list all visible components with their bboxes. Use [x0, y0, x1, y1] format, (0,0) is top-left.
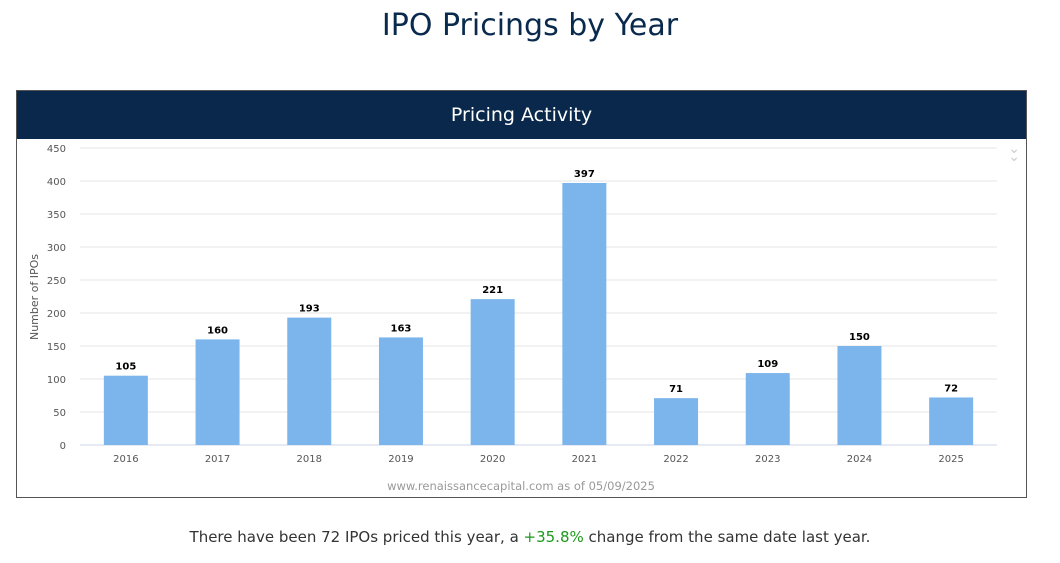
y-tick-label: 150 [47, 342, 66, 353]
x-tick-label: 2019 [388, 454, 413, 465]
bar-2022[interactable] [654, 398, 699, 445]
x-tick-label: 2021 [572, 454, 597, 465]
bar-2021[interactable] [562, 182, 607, 446]
data-label: 72 [944, 383, 958, 394]
data-label: 163 [391, 323, 412, 334]
data-label: 160 [207, 325, 228, 336]
x-tick-label: 2025 [938, 454, 963, 465]
y-tick-label: 100 [47, 375, 66, 386]
data-label: 221 [482, 285, 503, 296]
bar-2025[interactable] [929, 397, 974, 445]
bar-2017[interactable] [195, 339, 240, 445]
x-tick-label: 2016 [113, 454, 138, 465]
x-tick-label: 2020 [480, 454, 505, 465]
chart-credit[interactable]: www.renaissancecapital.com as of 05/09/2… [387, 479, 655, 493]
y-tick-label: 0 [60, 441, 66, 452]
y-axis-label: Number of IPOs [28, 254, 41, 340]
x-tick-label: 2017 [205, 454, 230, 465]
data-label: 71 [669, 384, 683, 395]
data-label: 150 [849, 332, 870, 343]
x-tick-label: 2024 [847, 454, 872, 465]
y-tick-label: 450 [47, 144, 66, 155]
y-tick-label: 200 [47, 309, 66, 320]
x-tick-label: 2018 [297, 454, 322, 465]
summary-text: There have been 72 IPOs priced this year… [0, 528, 1060, 546]
y-tick-label: 400 [47, 177, 66, 188]
y-tick-label: 300 [47, 243, 66, 254]
bar-2024[interactable] [837, 346, 882, 445]
bar-2019[interactable] [378, 337, 423, 445]
double-chevron-down-icon[interactable]: ⌄ ⌄ [1008, 141, 1020, 165]
x-tick-label: 2022 [663, 454, 688, 465]
bar-2023[interactable] [745, 373, 790, 445]
chart-panel: Pricing Activity ⌄ ⌄ [16, 90, 1027, 498]
summary-pre: There have been 72 IPOs priced this year… [189, 528, 524, 546]
data-label: 105 [115, 362, 136, 373]
summary-post: change from the same date last year. [583, 528, 871, 546]
page-title: IPO Pricings by Year [381, 8, 679, 43]
y-tick-label: 350 [47, 210, 66, 221]
y-tick-label: 50 [53, 408, 66, 419]
y-tick-label: 250 [47, 276, 66, 287]
panel-title: Pricing Activity [17, 91, 1026, 139]
bar-2016[interactable] [103, 375, 148, 445]
bar-2018[interactable] [287, 317, 332, 445]
change-percent: +35.8% [523, 528, 584, 546]
data-label: 193 [299, 304, 320, 315]
x-tick-label: 2023 [755, 454, 780, 465]
bar-2020[interactable] [470, 299, 515, 445]
data-label: 397 [574, 169, 595, 180]
data-label: 109 [757, 359, 778, 370]
